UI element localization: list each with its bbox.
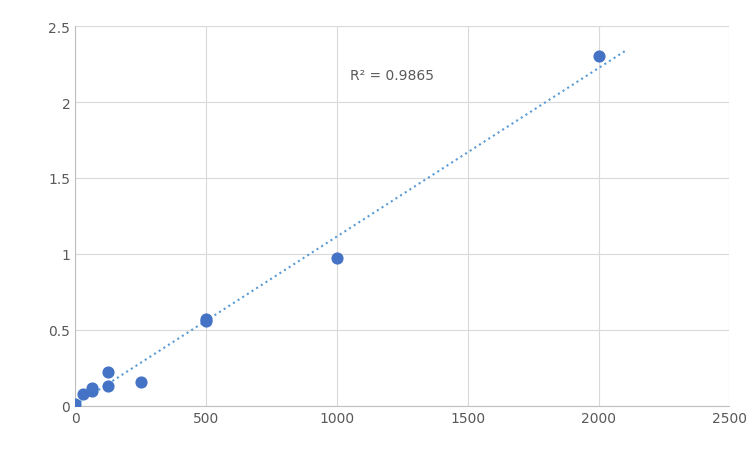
Point — [86, 387, 98, 394]
Point — [593, 54, 605, 61]
Point — [86, 384, 98, 391]
Point — [77, 390, 89, 397]
Point — [102, 369, 114, 376]
Point — [200, 318, 212, 325]
Point — [200, 316, 212, 323]
Text: R² = 0.9865: R² = 0.9865 — [350, 69, 434, 83]
Point — [331, 254, 343, 262]
Point — [135, 378, 147, 385]
Point — [102, 382, 114, 390]
Point — [69, 401, 81, 408]
